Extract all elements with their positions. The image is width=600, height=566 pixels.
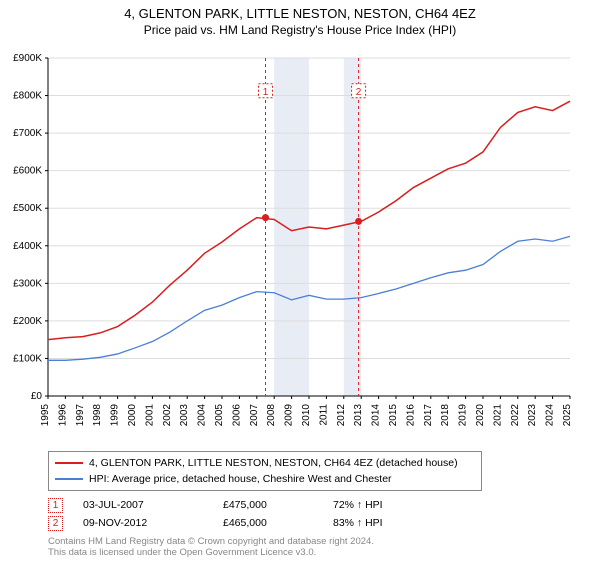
sale-date: 09-NOV-2012: [83, 517, 223, 529]
chart-subtitle: Price paid vs. HM Land Registry's House …: [0, 23, 600, 37]
svg-text:2007: 2007: [249, 404, 260, 427]
svg-text:£900K: £900K: [13, 53, 42, 64]
svg-text:2021: 2021: [492, 404, 503, 427]
svg-text:2022: 2022: [510, 404, 521, 427]
legend-row: HPI: Average price, detached house, Ches…: [55, 471, 475, 487]
svg-text:£0: £0: [31, 391, 43, 402]
svg-text:2025: 2025: [562, 404, 573, 427]
sale-hpi: 72% ↑ HPI: [333, 499, 433, 511]
svg-text:2001: 2001: [144, 404, 155, 427]
svg-text:2017: 2017: [423, 404, 434, 427]
svg-text:£200K: £200K: [13, 316, 42, 327]
legend-swatch: [55, 478, 83, 480]
svg-text:£600K: £600K: [13, 166, 42, 177]
sales-table: 1 03-JUL-2007£475,00072% ↑ HPI 2 09-NOV-201…: [48, 496, 433, 532]
svg-text:2003: 2003: [179, 404, 190, 427]
svg-text:£800K: £800K: [13, 91, 42, 102]
legend-label: 4, GLENTON PARK, LITTLE NESTON, NESTON, …: [89, 457, 458, 469]
svg-text:£700K: £700K: [13, 128, 42, 139]
sale-marker-icon: 1: [48, 498, 63, 513]
svg-text:2004: 2004: [197, 404, 208, 427]
chart-title: 4, GLENTON PARK, LITTLE NESTON, NESTON, …: [0, 6, 600, 21]
chart-container: 4, GLENTON PARK, LITTLE NESTON, NESTON, …: [0, 6, 600, 566]
legend-row: 4, GLENTON PARK, LITTLE NESTON, NESTON, …: [55, 455, 475, 471]
svg-text:2019: 2019: [458, 404, 469, 427]
svg-text:2015: 2015: [388, 404, 399, 427]
svg-text:2009: 2009: [284, 404, 295, 427]
svg-text:£400K: £400K: [13, 241, 42, 252]
svg-text:2005: 2005: [214, 404, 225, 427]
sale-row: 2 09-NOV-2012£465,00083% ↑ HPI: [48, 514, 433, 532]
svg-text:2002: 2002: [162, 404, 173, 427]
legend-label: HPI: Average price, detached house, Ches…: [89, 473, 392, 485]
svg-text:2023: 2023: [527, 404, 538, 427]
svg-text:2018: 2018: [440, 404, 451, 427]
svg-text:£300K: £300K: [13, 278, 42, 289]
svg-text:1996: 1996: [57, 404, 68, 427]
svg-text:£100K: £100K: [13, 353, 42, 364]
svg-text:2008: 2008: [266, 404, 277, 427]
svg-text:2012: 2012: [336, 404, 347, 427]
svg-text:2: 2: [356, 87, 362, 98]
svg-text:2016: 2016: [405, 404, 416, 427]
svg-text:2020: 2020: [475, 404, 486, 427]
svg-text:2000: 2000: [127, 404, 138, 427]
svg-text:2024: 2024: [545, 404, 556, 427]
svg-text:1999: 1999: [110, 404, 121, 427]
legend-swatch: [55, 462, 83, 464]
sale-row: 1 03-JUL-2007£475,00072% ↑ HPI: [48, 496, 433, 514]
sale-date: 03-JUL-2007: [83, 499, 223, 511]
chart-legend: 4, GLENTON PARK, LITTLE NESTON, NESTON, …: [48, 451, 482, 491]
line-chart: £0£100K£200K£300K£400K£500K£600K£700K£80…: [48, 54, 578, 424]
sale-hpi: 83% ↑ HPI: [333, 517, 433, 529]
sale-price: £475,000: [223, 499, 333, 511]
svg-text:1997: 1997: [75, 404, 86, 427]
footer-line-1: Contains HM Land Registry data © Crown c…: [48, 536, 374, 547]
svg-text:2010: 2010: [301, 404, 312, 427]
footer-attribution: Contains HM Land Registry data © Crown c…: [48, 536, 374, 559]
svg-text:1995: 1995: [40, 404, 51, 427]
sale-price: £465,000: [223, 517, 333, 529]
svg-text:2011: 2011: [318, 404, 329, 426]
svg-text:2006: 2006: [231, 404, 242, 427]
svg-text:1998: 1998: [92, 404, 103, 427]
svg-text:2014: 2014: [371, 404, 382, 427]
svg-text:£500K: £500K: [13, 203, 42, 214]
svg-text:2013: 2013: [353, 404, 364, 427]
svg-text:1: 1: [263, 87, 269, 98]
sale-marker-icon: 2: [48, 516, 63, 531]
footer-line-2: This data is licensed under the Open Gov…: [48, 547, 374, 558]
